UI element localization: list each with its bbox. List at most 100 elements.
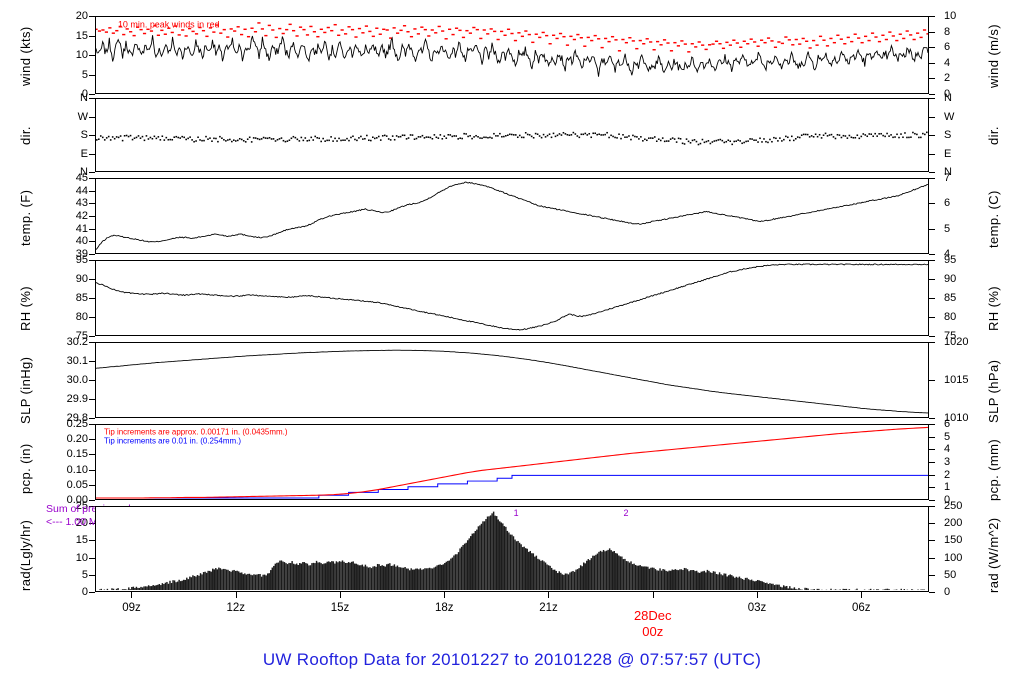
rad-spike <box>778 584 780 591</box>
rad-spike <box>216 569 219 591</box>
rad-spike <box>152 585 154 591</box>
rad-spike <box>644 566 646 591</box>
rad-spike <box>416 568 419 591</box>
rad-spike <box>418 569 420 591</box>
dir-dot <box>514 134 517 136</box>
dir-dot <box>634 135 636 138</box>
tick-mark <box>929 172 935 173</box>
dir-dot <box>548 133 551 135</box>
tick-mark <box>89 317 95 318</box>
dir-dot <box>139 137 142 139</box>
tick-mark <box>929 500 935 501</box>
slp-plot <box>96 349 928 414</box>
y-tick-right: 250 <box>944 500 963 512</box>
dir-dot <box>866 135 869 138</box>
wind-peak-dot <box>160 29 164 32</box>
dir-dot <box>624 136 626 139</box>
wind-panel: 10 min. peak winds in red <box>95 16 929 94</box>
dir-dot <box>920 136 922 139</box>
wind-peak-dot <box>323 31 327 34</box>
dir-dot <box>344 139 346 141</box>
dir-dot <box>717 139 720 141</box>
dir-plot <box>96 131 928 146</box>
dir-dot <box>616 137 618 139</box>
rad-spike <box>286 564 289 591</box>
wind-peak-dot <box>718 43 722 45</box>
dir-dot <box>681 142 684 145</box>
tick-mark <box>929 336 935 337</box>
rad-spike <box>366 566 368 591</box>
wind-peak-dot <box>676 45 680 47</box>
dir-dot <box>330 136 332 138</box>
rad-spike <box>375 566 377 591</box>
rad-spike <box>349 562 351 591</box>
rad-spike <box>311 563 313 591</box>
wind-peak-dot <box>565 44 570 46</box>
rad-spike <box>634 564 637 591</box>
rad-spike <box>364 564 367 591</box>
rad-spike <box>263 574 266 591</box>
dir-dot <box>709 142 712 145</box>
rad-spike <box>128 587 130 591</box>
wind-peak-dot <box>326 26 330 29</box>
dir-dot <box>816 135 819 138</box>
tick-mark <box>89 241 95 243</box>
rad-spike <box>735 576 738 591</box>
rad-spike <box>160 585 162 591</box>
dir-dot <box>332 140 334 142</box>
rad-spike <box>230 571 232 591</box>
dir-dot <box>536 133 539 135</box>
dir-dot <box>217 140 219 143</box>
rad-spike <box>260 576 263 591</box>
rad-spike <box>495 516 498 591</box>
dir-dot <box>149 136 152 139</box>
rad-spike <box>636 565 638 591</box>
dir-dot <box>608 136 610 139</box>
dir-dot <box>572 131 575 134</box>
dir-dot <box>820 137 823 139</box>
rad-spike <box>779 586 782 591</box>
y-tick-left: 5 <box>81 68 88 81</box>
wind-peak-dot <box>808 47 812 49</box>
dir-dot <box>846 137 849 139</box>
rad-spike <box>463 543 466 591</box>
rad-spike <box>509 534 512 591</box>
rad-spike <box>576 569 579 591</box>
wind-peak-dot <box>357 27 362 30</box>
rad-spike <box>236 570 238 591</box>
dir-dot <box>834 137 837 140</box>
dir-dot <box>703 141 706 144</box>
rad-spike <box>508 532 510 591</box>
rad-spike <box>358 565 361 591</box>
rad-spike <box>702 571 704 591</box>
dir-dot <box>888 135 890 137</box>
rad-spike <box>546 564 548 591</box>
dir-dot <box>610 134 612 137</box>
wind-peak-dot <box>773 46 778 48</box>
dir-dot <box>790 135 793 138</box>
dir-dot <box>673 138 676 140</box>
dir-dot <box>598 133 600 135</box>
wind-peak-dot <box>922 29 927 31</box>
wind-peak-dots <box>96 22 928 53</box>
temp-panel <box>95 178 929 254</box>
rad-spike <box>563 574 565 591</box>
wind-peak-dot <box>337 34 341 37</box>
rad-spike <box>506 530 509 591</box>
rad-spike <box>166 581 168 591</box>
rad-spike <box>242 574 245 591</box>
rad-spike <box>266 573 269 591</box>
rad-spike <box>320 563 322 591</box>
tick-mark <box>89 592 95 593</box>
dir-dot <box>860 135 863 138</box>
y-tick-left: 95 <box>75 254 88 266</box>
dir-dot <box>292 135 295 138</box>
tick-mark <box>89 116 95 118</box>
wind-peak-dot <box>347 26 351 28</box>
dir-dot <box>789 139 791 142</box>
dir-dot <box>340 139 342 142</box>
dir-dot <box>205 135 207 138</box>
y-tick-right: 0 <box>944 494 951 506</box>
wind-peak-dot <box>701 44 705 46</box>
rad-spike <box>772 583 774 591</box>
